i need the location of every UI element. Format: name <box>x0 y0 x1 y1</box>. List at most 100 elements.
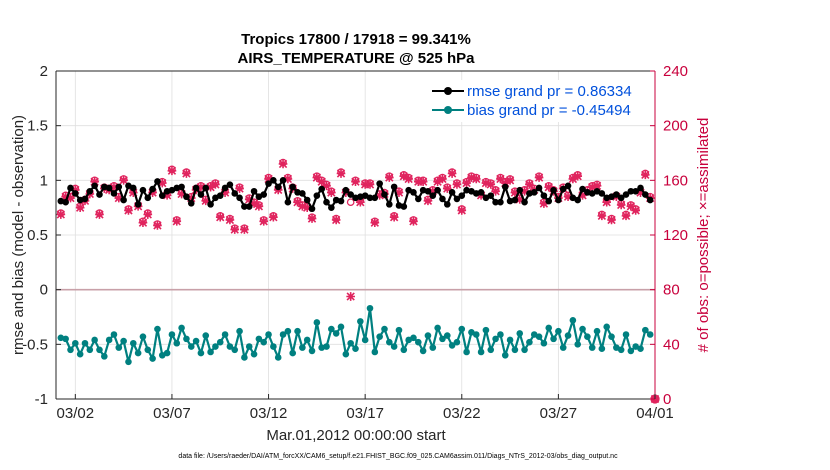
bias-point-29 <box>197 349 205 357</box>
bias-point-71 <box>400 346 408 354</box>
rmse-point-101 <box>545 197 553 205</box>
obs-assimilated-point-107 <box>573 171 583 181</box>
y-tick-label-3: 0.5 <box>27 227 48 244</box>
obs-assimilated-point-83 <box>457 206 467 215</box>
rmse-point-105 <box>564 182 572 190</box>
obs-assimilated-point-20 <box>153 221 162 230</box>
obs-assimilated-point-31 <box>206 182 215 192</box>
obs-assimilated-point-26 <box>182 169 191 178</box>
y-tick-label-4: 1 <box>40 172 48 189</box>
rmse-point-30 <box>202 184 210 192</box>
obs-assimilated-point-108 <box>578 191 587 200</box>
rmse-point-119 <box>632 187 639 195</box>
tick-labels: -1 -0.5 0 0.5 1 1.5 2 0 40 80 120 160 200 240 03/02 03/… <box>22 63 688 422</box>
rmse-point-79 <box>439 195 446 203</box>
bias-point-91 <box>497 331 504 338</box>
rmse-point-83 <box>458 192 466 199</box>
rmse-point-87 <box>477 189 485 196</box>
obs-assimilated-point-22 <box>162 191 172 200</box>
bias-point-108 <box>579 325 586 333</box>
bias-point-121 <box>642 326 649 334</box>
rmse-point-6 <box>86 187 94 195</box>
obs-assimilated-point-42 <box>259 217 269 226</box>
obs-assimilated-point-72 <box>404 174 413 184</box>
bias-point-95 <box>516 330 524 337</box>
rmse-point-42 <box>260 191 268 198</box>
axes <box>55 70 656 400</box>
legend: rmse grand pr = 0.86334 bias grand pr = … <box>426 80 650 122</box>
y2-tick-label-0: 0 <box>663 391 671 408</box>
bias-point-36 <box>231 346 239 354</box>
obs-assimilated-point-4 <box>75 203 85 212</box>
bias-point-90 <box>492 335 499 343</box>
bias-point-57 <box>332 330 340 337</box>
rmse-point-1 <box>62 198 69 206</box>
bias-point-28 <box>192 337 200 345</box>
rmse-point-121 <box>642 191 649 198</box>
obs-assimilated-point-27 <box>186 193 196 203</box>
obs-assimilated-point-94 <box>510 188 520 197</box>
rmse-point-51 <box>303 196 311 204</box>
bias-point-18 <box>144 346 152 354</box>
obs-assimilated-point-69 <box>389 212 399 222</box>
obs-assimilated-point-3 <box>71 185 80 195</box>
obs-assimilated-point-105 <box>563 192 573 202</box>
rmse-point-71 <box>400 203 408 210</box>
obs-assimilated-point-80 <box>442 184 452 193</box>
bias-point-81 <box>448 342 456 349</box>
rmse-point-104 <box>559 185 567 193</box>
x-tick-label-6: 04/01 <box>636 405 674 422</box>
y2-tick-label-4: 160 <box>663 172 688 189</box>
bias-point-93 <box>506 336 514 344</box>
bias-point-4 <box>76 350 84 358</box>
bias-point-5 <box>81 339 89 347</box>
bias-point-38 <box>241 354 248 361</box>
bias-point-77 <box>429 344 437 351</box>
chart-title: Tropics 17800 / 17918 = 99.341% <box>241 31 471 48</box>
rmse-point-45 <box>274 183 282 191</box>
obs-assimilated-point-97 <box>525 180 534 189</box>
y-tick-label-6: 2 <box>40 63 48 80</box>
rmse-point-48 <box>289 183 297 191</box>
obs-assimilated-point-99 <box>534 173 544 182</box>
rmse-point-18 <box>144 194 152 202</box>
bias-point-42 <box>260 338 268 346</box>
obs-assimilated-point-78 <box>433 177 442 187</box>
rmse-point-28 <box>192 184 200 192</box>
rmse-point-55 <box>323 198 330 206</box>
rmse-point-46 <box>279 177 287 184</box>
bias-point-2 <box>67 346 74 354</box>
bias-point-14 <box>125 358 132 366</box>
rmse-point-56 <box>328 204 335 211</box>
obs-assimilated-point-15 <box>128 188 138 197</box>
bias-point-1 <box>62 335 69 343</box>
bias-point-15 <box>129 339 137 347</box>
obs-assimilated-point-81 <box>447 169 457 178</box>
rmse-point-115 <box>613 191 620 198</box>
rmse-point-112 <box>598 190 606 197</box>
obs-assimilated-point-64 <box>365 180 375 189</box>
rmse-point-21 <box>158 192 166 199</box>
legend-rmse-label: rmse grand pr = 0.86334 <box>467 83 632 100</box>
x-tick-label-2: 03/12 <box>250 405 288 422</box>
rmse-point-77 <box>429 192 437 199</box>
obs-assimilated-point-7 <box>90 177 99 187</box>
rmse-point-107 <box>574 196 582 204</box>
rmse-point-52 <box>308 205 316 213</box>
obs-assimilated-point-117 <box>621 211 631 221</box>
obs-assimilated-point-13 <box>119 176 128 185</box>
bias-point-63 <box>361 336 369 344</box>
legend-bias-marker <box>444 106 452 114</box>
obs-assimilated-point-32 <box>211 180 220 189</box>
rmse-point-78 <box>434 186 441 194</box>
obs-assimilated-point-12 <box>114 193 124 203</box>
obs-assimilated-point-46 <box>278 159 288 169</box>
obs-assimilated-point-68 <box>384 173 394 182</box>
obs-assimilated-point-71 <box>399 171 409 181</box>
bias-point-26 <box>183 335 190 343</box>
rmse-point-11 <box>110 190 118 197</box>
legend-box <box>426 80 650 122</box>
bias-point-40 <box>250 350 258 358</box>
bias-point-96 <box>521 346 528 354</box>
